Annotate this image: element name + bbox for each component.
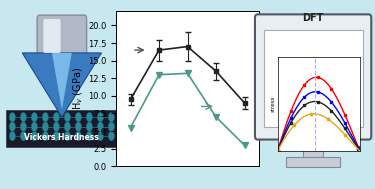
Bar xyxy=(303,134,323,159)
Text: stress: stress xyxy=(270,75,279,102)
Circle shape xyxy=(108,112,114,122)
Bar xyxy=(264,30,363,127)
Circle shape xyxy=(97,131,104,141)
Circle shape xyxy=(86,112,93,122)
FancyBboxPatch shape xyxy=(255,14,371,139)
Y-axis label: stress: stress xyxy=(271,96,276,112)
Y-axis label: H$_v$ (GPa): H$_v$ (GPa) xyxy=(72,67,85,110)
Polygon shape xyxy=(52,53,72,110)
Circle shape xyxy=(86,122,93,131)
Circle shape xyxy=(31,131,38,141)
Text: DFT: DFT xyxy=(302,13,324,23)
Circle shape xyxy=(108,122,114,131)
Circle shape xyxy=(64,112,70,122)
Circle shape xyxy=(97,112,104,122)
Circle shape xyxy=(9,122,15,131)
Circle shape xyxy=(108,131,114,141)
Circle shape xyxy=(75,112,81,122)
Circle shape xyxy=(31,122,38,131)
Text: Vickers Hardness: Vickers Hardness xyxy=(24,133,99,143)
Circle shape xyxy=(20,131,27,141)
Circle shape xyxy=(53,131,60,141)
FancyBboxPatch shape xyxy=(43,19,61,53)
Circle shape xyxy=(75,122,81,131)
Circle shape xyxy=(53,112,60,122)
Circle shape xyxy=(9,131,15,141)
Bar xyxy=(286,157,340,167)
Circle shape xyxy=(31,112,38,122)
Circle shape xyxy=(20,122,27,131)
Circle shape xyxy=(42,112,48,122)
Circle shape xyxy=(64,122,70,131)
Circle shape xyxy=(64,131,70,141)
Circle shape xyxy=(42,122,48,131)
Circle shape xyxy=(9,112,15,122)
Circle shape xyxy=(97,122,104,131)
Circle shape xyxy=(20,112,27,122)
FancyBboxPatch shape xyxy=(37,15,87,57)
Circle shape xyxy=(42,131,48,141)
Polygon shape xyxy=(22,53,102,117)
Circle shape xyxy=(86,131,93,141)
Circle shape xyxy=(53,122,60,131)
Circle shape xyxy=(75,131,81,141)
